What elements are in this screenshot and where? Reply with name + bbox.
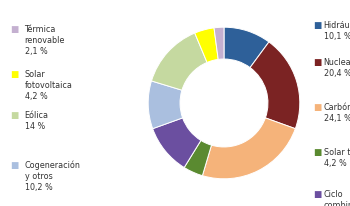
Text: ■: ■	[313, 21, 322, 30]
Wedge shape	[224, 27, 269, 68]
Text: Nuclear
20,4 %: Nuclear 20,4 %	[324, 58, 350, 78]
Wedge shape	[184, 140, 211, 176]
Wedge shape	[250, 42, 300, 129]
Text: ■: ■	[10, 111, 19, 120]
Text: Solar
fotovoltaica
4,2 %: Solar fotovoltaica 4,2 %	[25, 70, 72, 101]
Text: Térmica
renovable
2,1 %: Térmica renovable 2,1 %	[25, 25, 65, 56]
Wedge shape	[152, 33, 207, 90]
Text: Solar térmica
4,2 %: Solar térmica 4,2 %	[324, 148, 350, 169]
Text: Eólica
14 %: Eólica 14 %	[25, 111, 49, 131]
Text: Cogeneración
y otros
10,2 %: Cogeneración y otros 10,2 %	[25, 161, 80, 192]
Text: ■: ■	[10, 161, 19, 170]
Wedge shape	[214, 27, 224, 59]
Wedge shape	[202, 118, 295, 179]
Wedge shape	[148, 81, 183, 129]
Wedge shape	[153, 118, 201, 167]
Text: ■: ■	[313, 103, 322, 112]
Text: Hidráulica
10,1 %: Hidráulica 10,1 %	[324, 21, 350, 41]
Text: ■: ■	[313, 58, 322, 67]
Text: ■: ■	[10, 70, 19, 79]
Text: Ciclo
combinado
10,7 %: Ciclo combinado 10,7 %	[324, 190, 350, 206]
Text: ■: ■	[10, 25, 19, 34]
Text: ■: ■	[313, 148, 322, 157]
Text: Carbón
24,1 %: Carbón 24,1 %	[324, 103, 350, 123]
Text: ■: ■	[313, 190, 322, 199]
Wedge shape	[195, 28, 218, 62]
